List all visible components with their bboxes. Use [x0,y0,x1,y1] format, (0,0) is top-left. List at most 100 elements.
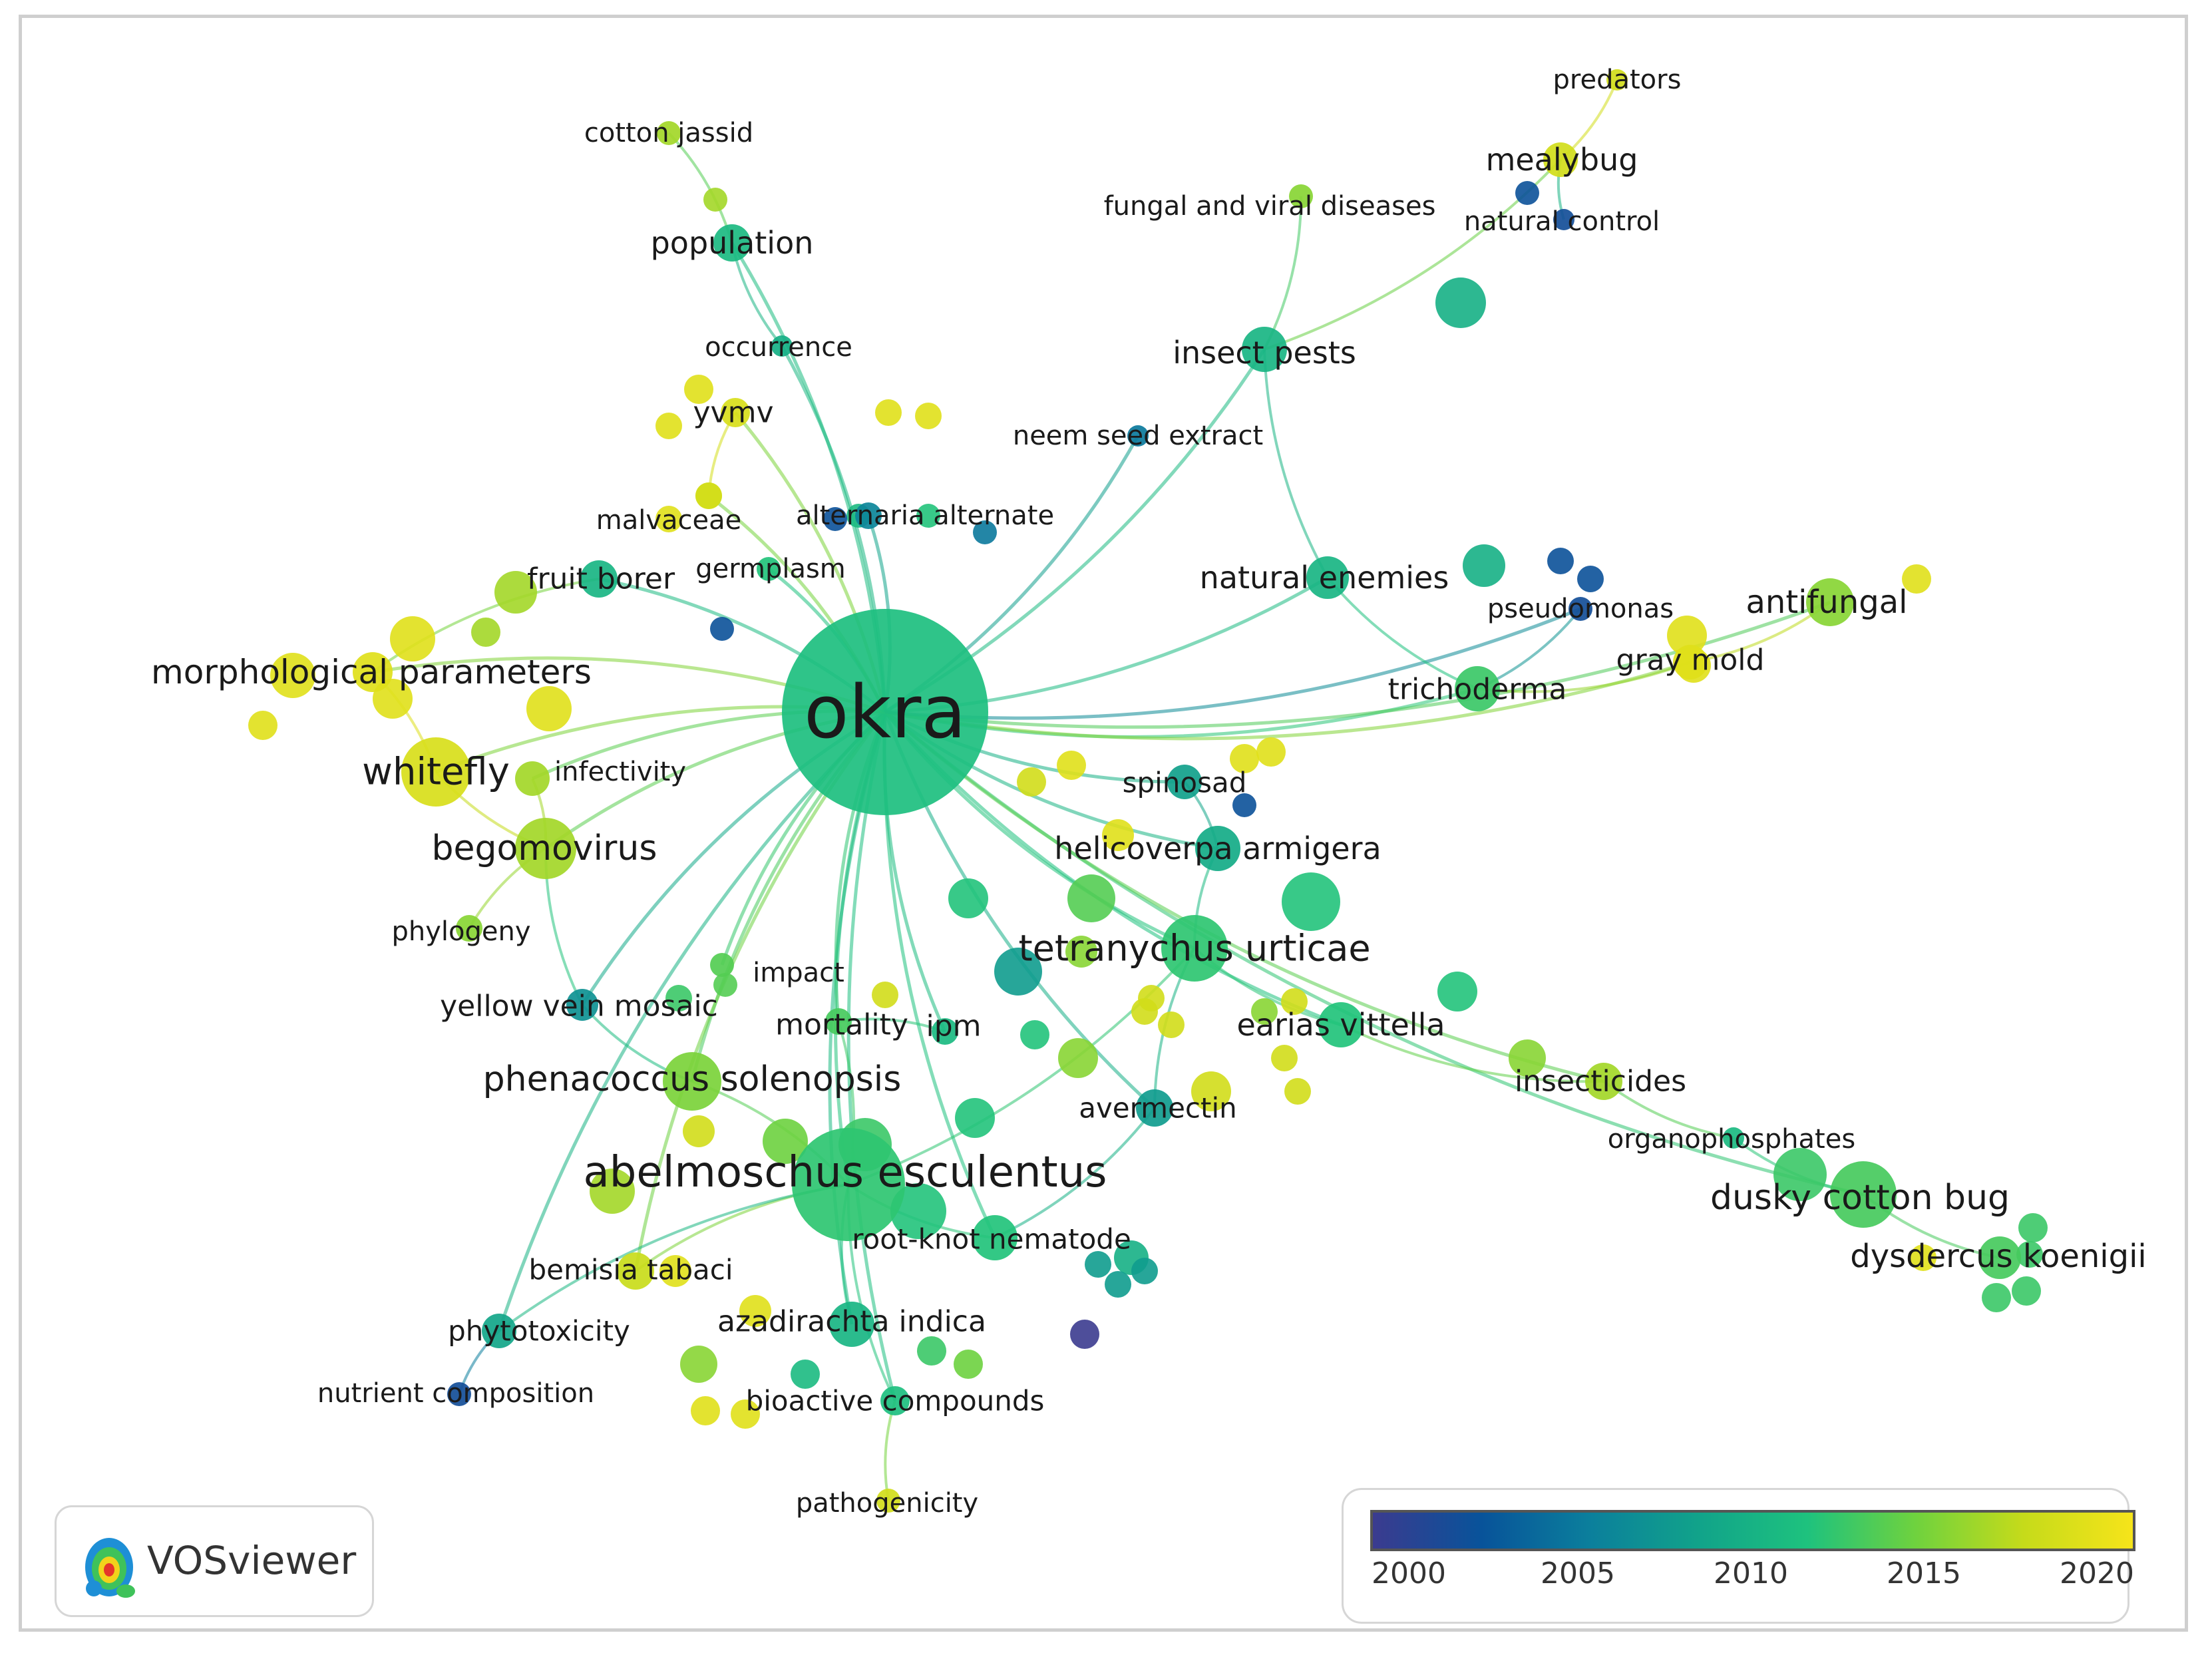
label-ipm[interactable]: ipm [926,1010,981,1043]
unlabeled-node[interactable] [875,399,902,426]
unlabeled-node[interactable] [1065,936,1097,968]
label-okra[interactable]: okra [804,669,966,755]
unlabeled-node[interactable] [917,1336,946,1366]
node-tetra[interactable] [1161,915,1228,982]
unlabeled-node[interactable] [1020,1020,1049,1049]
unlabeled-node[interactable] [823,507,847,531]
unlabeled-node[interactable] [691,1396,720,1425]
label-dysdercus[interactable]: dysdercus koenigii [1850,1238,2147,1275]
label-malvaceae[interactable]: malvaceae [596,505,742,536]
unlabeled-node[interactable] [1667,616,1707,655]
unlabeled-node[interactable] [494,571,537,614]
label-spinosad[interactable]: spinosad [1123,767,1247,799]
node-yvm[interactable] [566,989,598,1021]
label-earias[interactable]: earias vittella [1236,1007,1445,1043]
unlabeled-node[interactable] [2016,1241,2043,1268]
node-natenemies[interactable] [1306,556,1349,599]
label-rootknot[interactable]: root-knot nematode [852,1223,1131,1256]
unlabeled-node[interactable] [955,1098,995,1138]
unlabeled-node[interactable] [1131,998,1158,1025]
node-okra[interactable] [782,609,988,815]
unlabeled-node[interactable] [1435,277,1486,328]
label-fungal[interactable]: fungal and viral diseases [1104,191,1436,222]
unlabeled-node[interactable] [915,403,942,429]
unlabeled-node[interactable] [1230,744,1259,773]
label-neem[interactable]: neem seed extract [1013,421,1263,451]
node-natcontrol[interactable] [1553,209,1574,230]
node-dusky[interactable] [1830,1161,1897,1228]
node-fungal[interactable] [1289,184,1313,208]
node-population[interactable] [713,224,751,262]
node-neem[interactable] [1127,425,1149,447]
unlabeled-node[interactable] [1284,1078,1311,1105]
unlabeled-node[interactable] [2018,1213,2048,1242]
unlabeled-node[interactable] [1017,767,1046,797]
unlabeled-node[interactable] [680,1346,717,1383]
node-impact[interactable] [710,953,734,977]
node-avermectin[interactable] [1136,1089,1173,1127]
label-phyto[interactable]: phytotoxicity [448,1315,630,1348]
node-ipm[interactable] [932,1018,958,1045]
node-yvmv[interactable] [721,398,750,427]
node-dysdercus[interactable] [1978,1236,2021,1279]
unlabeled-node[interactable] [1547,548,1574,574]
label-whitefly[interactable]: whitefly [362,751,510,794]
label-bemisia[interactable]: bemisia tabaci [528,1254,733,1286]
unlabeled-node[interactable] [1271,1045,1298,1071]
unlabeled-node[interactable] [1577,566,1604,592]
node-insecticides[interactable] [1585,1063,1622,1100]
unlabeled-node[interactable] [1105,1271,1131,1298]
unlabeled-node[interactable] [248,711,277,740]
unlabeled-node[interactable] [1085,1251,1111,1278]
node-fruitborer[interactable] [580,560,618,598]
label-helico[interactable]: helicoverpa armigera [1054,830,1381,866]
label-morph[interactable]: morphological parameters [151,653,592,691]
unlabeled-node[interactable] [1070,1320,1099,1349]
node-phyto[interactable] [482,1314,516,1348]
label-aza[interactable]: azadirachta indica [717,1305,986,1339]
unlabeled-node[interactable] [713,973,737,997]
unlabeled-node[interactable] [973,520,997,544]
unlabeled-node[interactable] [2012,1276,2041,1306]
unlabeled-node[interactable] [1256,737,1286,767]
node-mealybug[interactable] [1543,142,1578,177]
unlabeled-node[interactable] [1158,1011,1185,1038]
unlabeled-node[interactable] [1131,1258,1158,1284]
label-predators[interactable]: predators [1553,65,1682,95]
node-phen[interactable] [663,1052,721,1111]
node-aza[interactable] [829,1302,874,1347]
label-tetra[interactable]: tetranychus urticae [1018,928,1370,970]
label-avermectin[interactable]: avermectin [1079,1092,1237,1125]
node-mortality[interactable] [825,1008,852,1035]
node-infectivity[interactable] [515,761,550,796]
unlabeled-node[interactable] [1437,972,1477,1011]
node-malvaceae[interactable] [695,482,722,509]
node-antifungal[interactable] [1806,578,1854,626]
unlabeled-node[interactable] [655,506,682,532]
unlabeled-node[interactable] [1463,544,1505,587]
label-occurrence[interactable]: occurrence [705,332,852,363]
unlabeled-node[interactable] [590,1169,635,1214]
unlabeled-node[interactable] [655,413,682,439]
node-phylogeny[interactable] [456,915,482,942]
unlabeled-node[interactable] [954,1350,983,1379]
node-pseudomonas[interactable] [1568,597,1592,621]
label-antifungal[interactable]: antifungal [1746,584,1908,621]
node-alternaria[interactable] [855,502,882,529]
unlabeled-node[interactable] [872,982,898,1008]
label-natenemies[interactable]: natural enemies [1200,560,1449,596]
node-ae[interactable] [792,1128,905,1241]
node-graymold[interactable] [1673,645,1708,679]
node-germplasm[interactable] [757,557,781,581]
unlabeled-node[interactable] [890,1183,946,1239]
node-helico[interactable] [1195,826,1240,871]
unlabeled-node[interactable] [994,948,1042,996]
node-whitefly[interactable] [401,737,470,807]
node-predators[interactable] [1606,69,1628,91]
unlabeled-node[interactable] [1282,872,1340,931]
node-cottonjassid[interactable] [657,121,681,145]
unlabeled-node[interactable] [1251,998,1278,1025]
label-pathogenicity[interactable]: pathogenicity [796,1488,978,1519]
label-insectpests[interactable]: insect pests [1173,335,1356,371]
